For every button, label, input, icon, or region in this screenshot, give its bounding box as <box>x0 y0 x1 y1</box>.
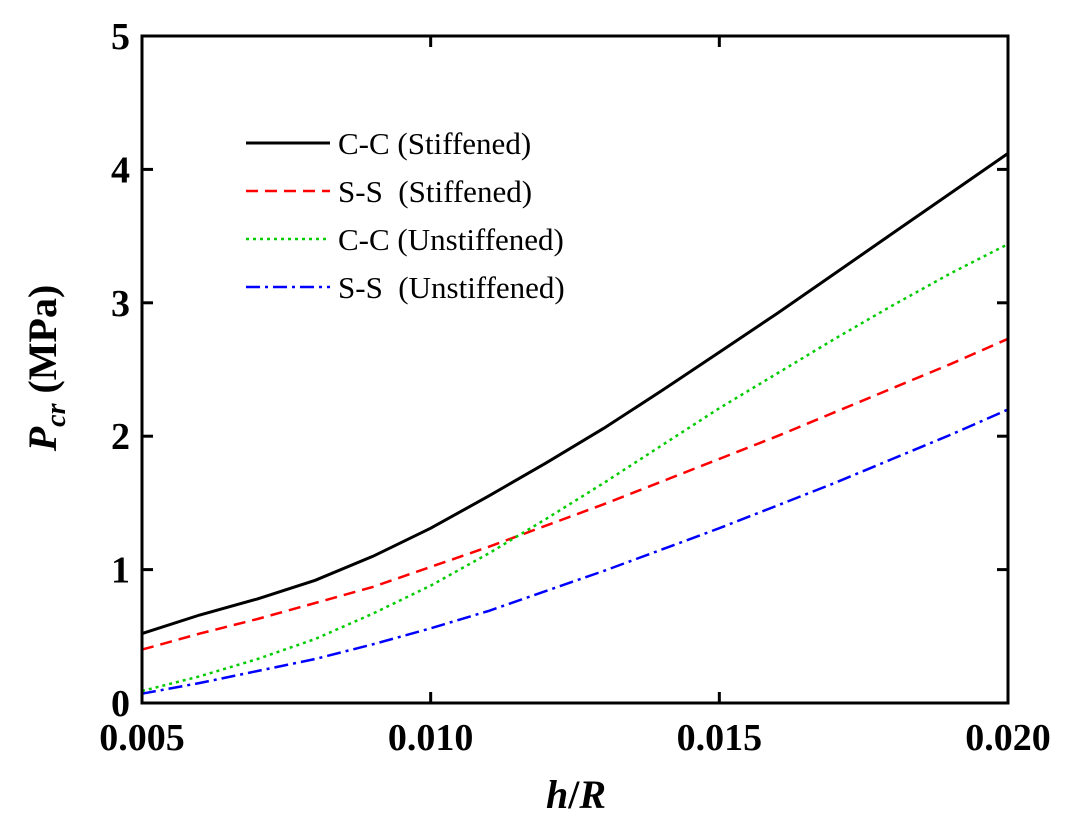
x-axis-title: h/R <box>546 772 606 817</box>
plot-frame <box>140 34 1010 705</box>
series-curves <box>141 152 1009 695</box>
series-line-ss-stiffened <box>141 337 1009 651</box>
x-tick-label: 0.020 <box>965 717 1051 759</box>
x-tick-label: 0.005 <box>99 717 185 759</box>
x-tick-label: 0.010 <box>388 717 474 759</box>
y-tick-label: 1 <box>111 550 130 592</box>
y-tick-label: 4 <box>111 149 130 191</box>
series-line-ss-unstiffened <box>141 408 1009 695</box>
legend-label-ss-stiffened: S-S (Stiffened) <box>338 174 532 209</box>
series-line-cc-unstiffened <box>141 242 1009 693</box>
y-tick-label: 3 <box>111 283 130 325</box>
tick-labels: 0.005 0.010 0.015 0.020 0 1 2 3 4 5 <box>99 16 1051 759</box>
legend-label-cc-unstiffened: C-C (Unstiffened) <box>338 222 564 257</box>
axis-ticks <box>140 34 1010 705</box>
x-tick-label: 0.015 <box>677 717 763 759</box>
series-line-cc-stiffened <box>141 152 1009 636</box>
legend: C-C (Stiffened) S-S (Stiffened) C-C (Unsti… <box>246 126 565 305</box>
legend-label-ss-unstiffened: S-S (Unstiffened) <box>338 270 565 305</box>
y-tick-label: 0 <box>111 683 130 725</box>
legend-label-cc-stiffened: C-C (Stiffened) <box>338 126 531 161</box>
y-tick-label: 5 <box>111 16 130 58</box>
y-tick-label: 2 <box>111 416 130 458</box>
y-axis-title: Pcr (MPa) <box>20 285 72 453</box>
